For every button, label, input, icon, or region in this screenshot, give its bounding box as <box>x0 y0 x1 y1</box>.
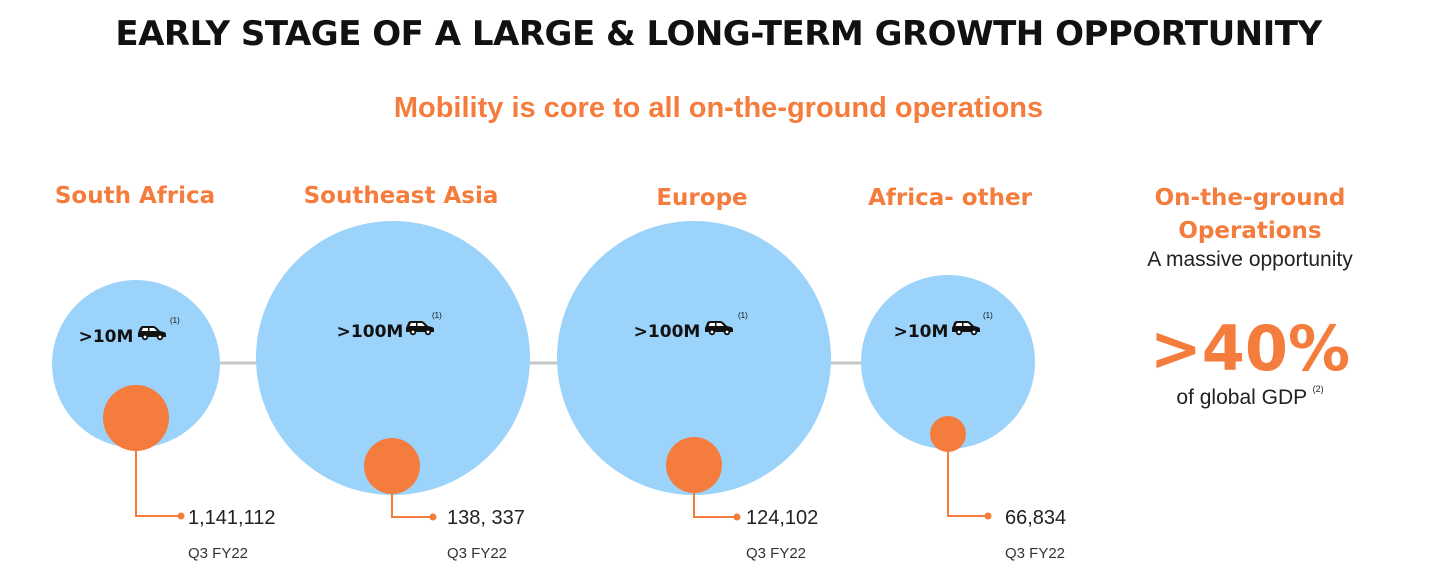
gdp-stat-label: of global GDP (2) <box>1100 384 1400 410</box>
side-panel: On-the-ground Operations A massive oppor… <box>1100 182 1400 410</box>
callout-line <box>391 494 431 518</box>
operations-circle <box>666 437 722 493</box>
callout-dot <box>429 513 437 521</box>
callout-line <box>693 493 735 518</box>
gdp-stat-text: of global GDP <box>1176 386 1307 409</box>
market-circle <box>256 221 530 495</box>
callout-dot <box>984 512 992 520</box>
operations-value: 66,834 <box>1005 507 1066 529</box>
vehicle-count: >10M <box>894 322 949 342</box>
footnote-marker: (1) <box>738 311 748 320</box>
footnote-marker: (1) <box>432 311 442 320</box>
region-south-africa: South Africa >10M (1) 1,141,112 Q3 FY22 <box>52 183 276 562</box>
footnote-marker: (1) <box>170 316 180 325</box>
side-heading: On-the-ground Operations <box>1154 185 1346 244</box>
market-circle <box>557 221 831 495</box>
region-label: South Africa <box>55 183 215 209</box>
period-label: Q3 FY22 <box>188 545 248 562</box>
period-label: Q3 FY22 <box>1005 545 1065 562</box>
region-africa-other: Africa- other >10M (1) 66,834 Q3 FY22 <box>861 185 1066 562</box>
footnote-marker: (2) <box>1312 384 1324 394</box>
operations-circle <box>103 385 169 451</box>
page-title: EARLY STAGE OF A LARGE & LONG-TERM GROWT… <box>115 14 1322 54</box>
footnote-marker: (1) <box>983 311 993 320</box>
region-label: Africa- other <box>868 185 1033 211</box>
page-subtitle: Mobility is core to all on-the-ground op… <box>393 92 1044 124</box>
callout-dot <box>733 513 741 521</box>
gdp-stat: >40% <box>1149 312 1351 385</box>
market-circle <box>861 275 1035 449</box>
callout-line <box>947 452 986 517</box>
operations-circle <box>364 438 420 494</box>
callout-dot <box>177 512 185 520</box>
operations-value: 138, 337 <box>447 507 525 529</box>
operations-circle <box>930 416 966 452</box>
side-subheading: A massive opportunity <box>1147 248 1353 271</box>
callout-line <box>135 451 179 517</box>
vehicle-count: >100M <box>337 322 404 342</box>
vehicle-count: >10M <box>79 327 134 347</box>
market-circle <box>52 280 220 448</box>
vehicle-count: >100M <box>634 322 701 342</box>
region-southeast-asia: Southeast Asia >100M (1) 138, 337 Q3 FY2… <box>256 183 530 562</box>
region-label: Europe <box>656 185 747 211</box>
region-label: Southeast Asia <box>304 183 499 209</box>
operations-value: 124,102 <box>746 507 818 529</box>
region-europe: Europe >100M (1) 124,102 Q3 FY22 <box>557 185 831 562</box>
period-label: Q3 FY22 <box>746 545 806 562</box>
operations-value: 1,141,112 <box>188 507 276 529</box>
period-label: Q3 FY22 <box>447 545 507 562</box>
